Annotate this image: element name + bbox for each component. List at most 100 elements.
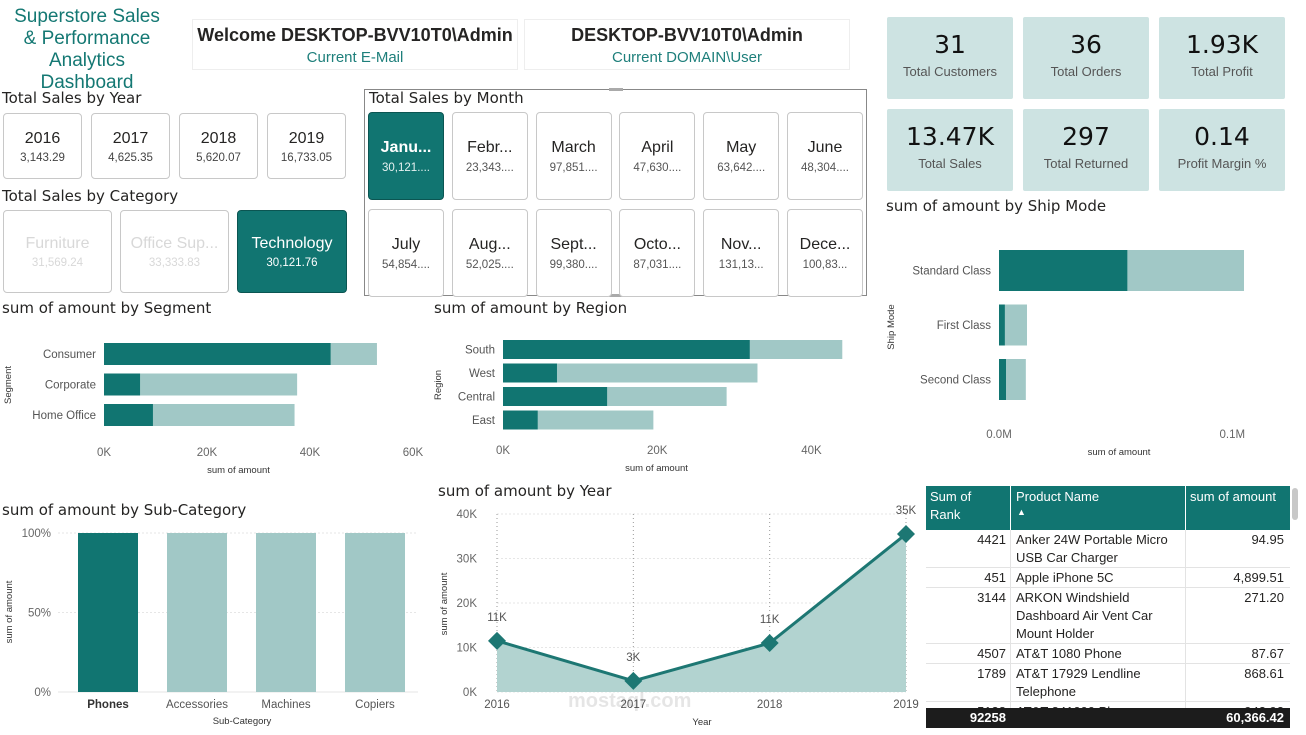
header-sum-of-rank[interactable]: Sum of Rank bbox=[930, 488, 1008, 524]
category-label: Corporate bbox=[45, 380, 96, 392]
product-table: Sum of Rank Product Name ▲ sum of amount… bbox=[926, 486, 1290, 728]
year-value: 4,625.35 bbox=[108, 152, 153, 164]
table-row[interactable]: 4507 AT&T 1080 Phone 87.67 bbox=[926, 644, 1290, 664]
segment-chart: Consumer Corporate Home Office 0K 20K 40K 60K s… bbox=[3, 343, 424, 476]
table-row[interactable]: 451 Apple iPhone 5C 4,899.51 bbox=[926, 568, 1290, 588]
category-card-furniture[interactable]: Furniture 31,569.24 bbox=[3, 210, 112, 293]
tick-label: 2019 bbox=[893, 699, 919, 711]
kpi-value: 36 bbox=[1070, 30, 1102, 59]
tick-label: 20K bbox=[647, 445, 668, 457]
month-card[interactable]: Janu... 30,121.... bbox=[368, 112, 444, 200]
current-domain-user-label: Current DOMAIN\User bbox=[611, 49, 763, 66]
year-card-2018[interactable]: 2018 5,620.07 bbox=[179, 113, 258, 179]
resize-handle-bottom[interactable] bbox=[609, 294, 623, 297]
name-line: AT&T 17929 Lendline bbox=[1016, 666, 1141, 681]
rank-cell: 4507 bbox=[977, 646, 1006, 661]
tick-label: 0K bbox=[496, 445, 510, 457]
sales-by-category-title: Total Sales by Category bbox=[2, 187, 179, 205]
table-row[interactable]: 3144 ARKON Windshield Dashboard Air Vent C… bbox=[926, 588, 1290, 644]
bar-selected bbox=[104, 343, 331, 365]
year-card-2019[interactable]: 2019 16,733.05 bbox=[267, 113, 346, 179]
header-divider bbox=[1010, 486, 1011, 530]
month-label: June bbox=[807, 139, 843, 156]
product-name-cell: Anker 24W Portable Micro USB Car Charger bbox=[1016, 531, 1184, 567]
sort-ascending-icon[interactable]: ▲ bbox=[1017, 507, 1026, 517]
table-row[interactable]: 1789 AT&T 17929 Lendline Telephone 868.61 bbox=[926, 664, 1290, 702]
month-label: Octo... bbox=[633, 236, 681, 253]
month-card[interactable]: July 54,854.... bbox=[368, 209, 444, 297]
kpi-value: 297 bbox=[1062, 122, 1110, 151]
name-line: Anker 24W Portable Micro bbox=[1016, 532, 1168, 547]
month-card[interactable]: Febr... 23,343.... bbox=[451, 112, 528, 200]
dashboard-title-line-3: Analytics Dashboard bbox=[40, 50, 134, 93]
data-point bbox=[897, 525, 915, 544]
month-card[interactable]: Aug... 52,025.... bbox=[451, 209, 528, 297]
month-card[interactable]: June 48,304.... bbox=[787, 112, 863, 200]
product-name-cell: AT&T 17929 Lendline Telephone bbox=[1016, 665, 1184, 701]
region-chart: South West Central East 0K 20K 40K sum of amoun… bbox=[433, 340, 843, 474]
month-card[interactable]: April 47,630.... bbox=[619, 112, 696, 200]
x-axis-label: Year bbox=[692, 717, 711, 728]
cell-divider bbox=[1185, 588, 1186, 643]
table-scrollbar[interactable] bbox=[1292, 488, 1298, 520]
kpi-value: 1.93K bbox=[1185, 30, 1259, 59]
amount-cell: 4,899.51 bbox=[1233, 570, 1284, 585]
bar-selected bbox=[999, 304, 1005, 346]
year-label: 2018 bbox=[200, 130, 237, 147]
amount-cell: 94.95 bbox=[1251, 532, 1284, 547]
name-line: Apple iPhone 5C bbox=[1016, 570, 1114, 585]
data-label: 35K bbox=[896, 505, 917, 517]
tick-label: 20K bbox=[197, 447, 218, 459]
month-label: Sept... bbox=[550, 236, 597, 253]
bar-selected bbox=[503, 410, 538, 430]
kpi-total-customers: 31 Total Customers bbox=[887, 17, 1013, 99]
bar-total bbox=[503, 363, 758, 383]
tick-label: 0K bbox=[463, 687, 477, 699]
total-amount: 60,366.42 bbox=[1226, 710, 1284, 725]
month-card[interactable]: Nov... 131,13... bbox=[703, 209, 780, 297]
x-axis-label: sum of amount bbox=[1088, 447, 1151, 458]
bar-selected bbox=[503, 387, 608, 406]
header-sum-of-amount[interactable]: sum of amount bbox=[1190, 488, 1288, 506]
bar-selected bbox=[503, 363, 557, 383]
month-value: 30,121.... bbox=[382, 162, 430, 174]
tick-label: 2017 bbox=[621, 699, 647, 711]
year-card-2016[interactable]: 2016 3,143.29 bbox=[3, 113, 82, 179]
month-value: 47,630.... bbox=[633, 162, 682, 174]
year-card-2017[interactable]: 2017 4,625.35 bbox=[91, 113, 170, 179]
month-label: Dece... bbox=[799, 236, 851, 253]
header-line: Rank bbox=[930, 507, 961, 522]
data-point bbox=[488, 631, 506, 650]
kpi-total-returned: 297 Total Returned bbox=[1023, 109, 1149, 191]
name-line: USB Car Charger bbox=[1016, 550, 1118, 565]
month-card[interactable]: May 63,642.... bbox=[703, 112, 780, 200]
month-card[interactable]: Octo... 87,031.... bbox=[619, 209, 696, 297]
tick-label: 0.0M bbox=[986, 429, 1012, 441]
bar bbox=[256, 533, 316, 692]
table-row[interactable]: 5138 AT&T 841000 Phone943.92 bbox=[926, 702, 1290, 708]
table-total-row: 92258 60,366.42 bbox=[926, 708, 1290, 728]
month-card[interactable]: March 97,851.... bbox=[535, 112, 612, 200]
bar-selected bbox=[104, 373, 141, 396]
tick-label: 40K bbox=[300, 447, 321, 459]
domain-user-text: DESKTOP-BVV10T0\Admin bbox=[571, 25, 803, 45]
rank-cell: 451 bbox=[984, 570, 1006, 585]
tick-label: 60K bbox=[403, 447, 424, 459]
month-card[interactable]: Sept... 99,380.... bbox=[535, 209, 612, 297]
amount-cell: 87.67 bbox=[1251, 646, 1284, 661]
data-label: 11K bbox=[760, 614, 780, 626]
category-label: Technology bbox=[251, 235, 333, 252]
user-card: DESKTOP-BVV10T0\Admin Current DOMAIN\Use… bbox=[524, 19, 850, 70]
category-card-office-supplies[interactable]: Office Sup... 33,333.83 bbox=[120, 210, 229, 293]
name-line: Dashboard Air Vent Car bbox=[1016, 608, 1153, 623]
category-card-technology[interactable]: Technology 30,121.76 bbox=[237, 210, 347, 293]
y-axis-label: sum of amount bbox=[439, 572, 450, 635]
rank-cell: 5138 bbox=[926, 703, 1006, 708]
kpi-total-orders: 36 Total Orders bbox=[1023, 17, 1149, 99]
month-value: 131,13... bbox=[718, 259, 764, 271]
resize-handle-top[interactable] bbox=[609, 88, 623, 91]
header-product-name[interactable]: Product Name ▲ bbox=[1016, 488, 1181, 518]
month-card[interactable]: Dece... 100,83... bbox=[787, 209, 863, 297]
table-row[interactable]: 4421 Anker 24W Portable Micro USB Car Char… bbox=[926, 530, 1290, 568]
total-rank: 92258 bbox=[969, 710, 1006, 725]
